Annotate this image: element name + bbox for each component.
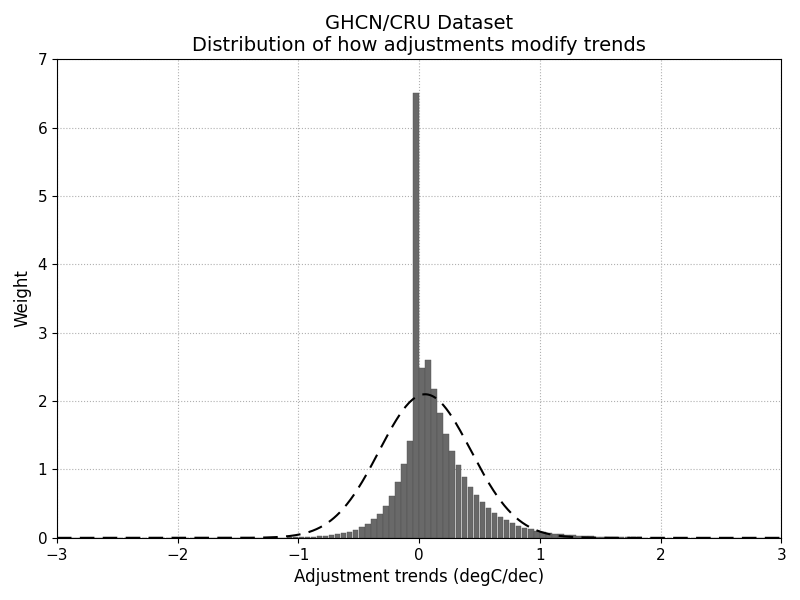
Bar <box>426 359 431 538</box>
Bar <box>371 520 377 538</box>
Bar <box>402 464 406 538</box>
Bar <box>389 496 394 538</box>
Bar <box>443 434 449 538</box>
Bar <box>329 535 334 538</box>
Bar <box>450 451 455 538</box>
Bar <box>353 530 358 538</box>
Bar <box>322 536 328 538</box>
Bar <box>298 537 304 538</box>
Bar <box>534 530 539 538</box>
Bar <box>335 535 340 538</box>
Bar <box>504 520 510 538</box>
Bar <box>528 529 534 538</box>
Bar <box>594 536 600 538</box>
Bar <box>474 495 479 538</box>
Bar <box>310 536 316 538</box>
Bar <box>552 533 558 538</box>
Bar <box>347 532 353 538</box>
Bar <box>570 535 576 538</box>
Bar <box>359 527 365 538</box>
Y-axis label: Weight: Weight <box>14 269 32 328</box>
Bar <box>414 94 419 538</box>
Bar <box>588 536 594 538</box>
Bar <box>516 526 522 538</box>
X-axis label: Adjustment trends (degC/dec): Adjustment trends (degC/dec) <box>294 568 544 586</box>
Bar <box>546 533 552 538</box>
Bar <box>564 535 570 538</box>
Bar <box>317 536 322 538</box>
Bar <box>492 513 498 538</box>
Bar <box>522 527 527 538</box>
Bar <box>582 536 588 538</box>
Bar <box>383 506 389 538</box>
Bar <box>576 536 582 538</box>
Bar <box>407 440 413 538</box>
Bar <box>365 524 370 538</box>
Bar <box>613 537 618 538</box>
Bar <box>341 533 346 538</box>
Bar <box>419 368 425 538</box>
Bar <box>468 487 473 538</box>
Bar <box>455 465 461 538</box>
Bar <box>498 517 503 538</box>
Title: GHCN/CRU Dataset
Distribution of how adjustments modify trends: GHCN/CRU Dataset Distribution of how adj… <box>192 14 646 55</box>
Bar <box>510 523 515 538</box>
Bar <box>431 389 437 538</box>
Bar <box>606 537 612 538</box>
Bar <box>462 477 467 538</box>
Bar <box>480 502 486 538</box>
Bar <box>305 537 310 538</box>
Bar <box>540 532 546 538</box>
Bar <box>395 482 401 538</box>
Bar <box>600 537 606 538</box>
Bar <box>438 413 443 538</box>
Bar <box>486 508 491 538</box>
Bar <box>558 535 564 538</box>
Bar <box>377 514 382 538</box>
